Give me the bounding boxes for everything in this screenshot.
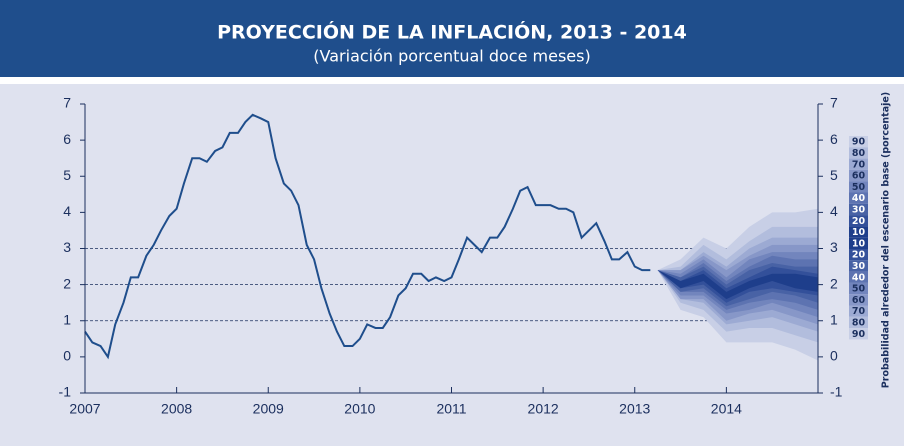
y-tick-label: 6 bbox=[63, 131, 71, 147]
legend-label: 30 bbox=[852, 261, 866, 272]
x-tick-label: 2012 bbox=[528, 401, 559, 417]
y2-tick-label: 5 bbox=[830, 167, 838, 183]
fan-band bbox=[657, 270, 818, 300]
x-tick-label: 2011 bbox=[436, 401, 466, 417]
y2-axis-label: Probabilidad alrededor del escenario bas… bbox=[881, 92, 892, 388]
y-tick-label: 7 bbox=[63, 95, 71, 111]
y-tick-label: 3 bbox=[63, 239, 71, 255]
legend-swatch bbox=[849, 260, 868, 272]
legend-swatch bbox=[849, 215, 868, 227]
header-band bbox=[0, 0, 904, 77]
legend-label: 70 bbox=[852, 159, 866, 170]
legend-swatch bbox=[849, 169, 868, 182]
y-tick-label: 5 bbox=[63, 167, 71, 183]
legend-swatch bbox=[849, 237, 868, 249]
legend-label: 60 bbox=[852, 295, 866, 306]
y2-tick-label: 7 bbox=[830, 95, 838, 111]
legend-label: 10 bbox=[852, 227, 866, 238]
x-tick-label: 2007 bbox=[69, 401, 100, 417]
legend-label: 20 bbox=[852, 250, 866, 261]
legend-label: 50 bbox=[852, 284, 866, 295]
legend-swatch bbox=[849, 147, 868, 159]
legend-label: 90 bbox=[852, 329, 866, 340]
x-tick-label: 2008 bbox=[161, 401, 192, 417]
chart-subtitle: (Variación porcentual doce meses) bbox=[313, 47, 590, 66]
y-tick-label: 1 bbox=[63, 311, 71, 327]
y-tick-label: 4 bbox=[63, 203, 71, 219]
legend-swatch bbox=[849, 328, 868, 340]
legend-swatch bbox=[849, 192, 868, 204]
x-tick-label: 2010 bbox=[344, 401, 375, 417]
legend-label: 80 bbox=[852, 317, 866, 328]
legend-label: 90 bbox=[852, 137, 866, 148]
legend-swatch bbox=[849, 203, 868, 216]
x-tick-label: 2013 bbox=[619, 401, 650, 417]
chart-title: PROYECCIÓN DE LA INFLACIÓN, 2013 - 2014 bbox=[217, 20, 687, 44]
y-tick-label: 2 bbox=[63, 275, 71, 291]
legend-label: 70 bbox=[852, 306, 866, 317]
y2-tick-label: 0 bbox=[830, 348, 838, 364]
legend-swatch bbox=[849, 271, 868, 283]
y2-tick-label: 2 bbox=[830, 275, 838, 291]
x-tick-label: 2014 bbox=[711, 401, 742, 417]
legend-swatch bbox=[849, 249, 868, 261]
legend-swatch bbox=[849, 136, 868, 148]
y-tick-label: -1 bbox=[59, 384, 72, 400]
inflation-line bbox=[84, 113, 651, 360]
legend-swatch bbox=[849, 305, 868, 317]
legend-swatch bbox=[849, 282, 868, 295]
legend-label: 60 bbox=[852, 171, 866, 182]
legend-swatch bbox=[849, 316, 868, 329]
y2-tick-label: -1 bbox=[830, 384, 843, 400]
legend-label: 10 bbox=[852, 238, 866, 249]
y2-tick-label: 1 bbox=[830, 311, 838, 327]
y2-tick-label: 6 bbox=[830, 131, 838, 147]
legend-label: 20 bbox=[852, 216, 866, 227]
legend-label: 80 bbox=[852, 148, 866, 159]
legend-swatch bbox=[849, 294, 868, 306]
y2-tick-label: 3 bbox=[830, 239, 838, 255]
x-tick-label: 2009 bbox=[253, 401, 284, 417]
legend-label: 40 bbox=[852, 193, 866, 204]
legend-swatch bbox=[849, 158, 868, 170]
legend-label: 40 bbox=[852, 272, 866, 283]
legend-label: 30 bbox=[852, 204, 866, 215]
legend-swatch bbox=[849, 226, 868, 238]
legend-label: 50 bbox=[852, 182, 866, 193]
y-tick-label: 0 bbox=[63, 348, 71, 364]
legend-swatch bbox=[849, 181, 868, 193]
y2-tick-label: 4 bbox=[830, 203, 838, 219]
